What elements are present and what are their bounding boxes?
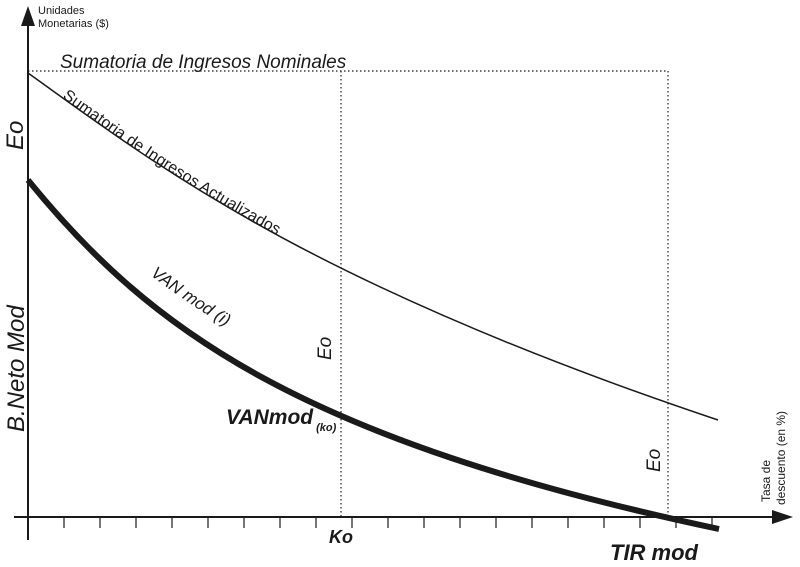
discounted-income-label: Sumatoria de Ingresos Actualizados — [60, 87, 284, 239]
tir-label: TIR mod — [610, 540, 699, 565]
ko-label: Ko — [329, 527, 353, 547]
eo-left-label: Eo — [2, 121, 29, 150]
van-curve-label: VAN mod (i) — [148, 263, 234, 330]
eo-mid-label: Eo — [315, 337, 336, 360]
vanmod-label: VANmod (ko) — [226, 406, 337, 434]
van-curve-text: VAN mod (i) — [148, 263, 234, 330]
x-axis-title-line2: descuento (en %) — [774, 411, 788, 505]
x-axis-title-line1: Tasa de — [759, 460, 773, 502]
x-axis-ticks — [63, 517, 713, 528]
discounted-income-text: Sumatoria de Ingresos Actualizados — [60, 87, 284, 239]
y-axis-title-line2: Monetarias ($) — [38, 18, 109, 30]
vanmod-subscript: (ko) — [316, 422, 337, 434]
reference-lines — [28, 70, 669, 517]
axes — [14, 6, 793, 540]
y-axis-title-line1: Unidades — [38, 5, 85, 17]
vanmod-main: VANmod — [226, 406, 314, 429]
discounted-income-curve — [27, 72, 719, 421]
x-axis-arrow — [772, 510, 793, 524]
y-axis-arrow — [21, 6, 35, 26]
bneto-label: B.Neto Mod — [3, 305, 30, 432]
van-curve — [25, 178, 720, 532]
nominal-income-label: Sumatoria de Ingresos Nominales — [60, 52, 347, 73]
eo-right-label: Eo — [644, 449, 665, 472]
